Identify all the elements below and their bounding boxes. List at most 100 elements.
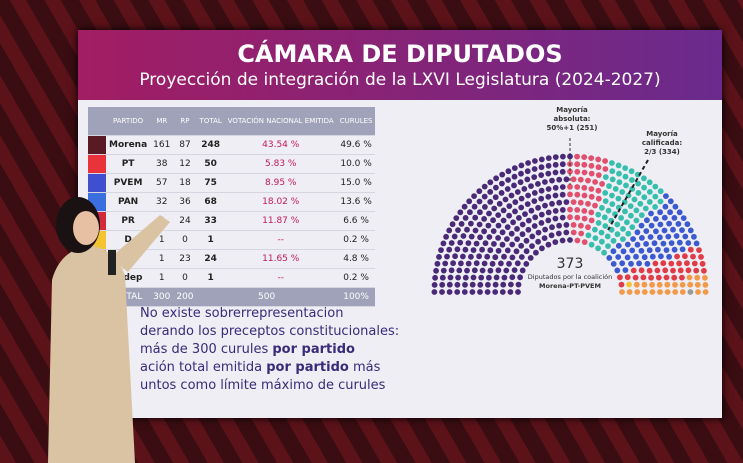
seat [633,281,640,288]
cell: 49.6 % [336,135,376,155]
seat [513,248,520,255]
seat [595,164,602,171]
seat [646,199,653,205]
seat [639,235,645,241]
seat [495,267,502,274]
seat [615,254,622,260]
seat [570,222,577,228]
seat [641,184,647,191]
seat [468,220,474,227]
seat [471,203,478,210]
seat [641,289,648,295]
seat [519,221,526,228]
seat [446,246,453,253]
seat [525,160,531,166]
seat [454,289,461,295]
seat [504,247,511,254]
cell: 161 [150,135,174,155]
seat [552,239,559,246]
seat [508,281,514,288]
seat [559,184,566,190]
cell: 0 [173,268,197,288]
seat [602,174,609,181]
seat [682,233,689,240]
subtitle: Proyección de integración de la LXVI Leg… [139,70,661,90]
seat [588,241,595,248]
seat [622,208,628,215]
seat [552,154,559,160]
seat [622,173,629,180]
seat [535,204,541,211]
seat [500,207,507,214]
seat [481,228,487,235]
seat [486,234,493,240]
seat [676,209,683,216]
seat [619,189,626,195]
seat [629,247,636,254]
seat [525,192,531,199]
label: Mayoría [646,130,678,138]
seat [514,226,520,232]
seat [472,214,479,221]
seat [522,211,528,218]
seat [514,189,521,195]
seat [664,281,671,288]
seat [618,281,625,288]
seat [542,226,548,233]
seat [574,237,581,244]
seat [646,189,653,195]
seat [679,274,685,281]
cell: 18 [173,173,197,193]
seat [672,281,678,288]
seat [559,161,566,168]
seat [641,194,648,201]
seat [614,221,621,228]
seat [512,199,519,206]
seat [693,267,700,274]
seat [616,170,622,177]
seat [505,168,512,175]
seat [602,223,609,229]
seat [570,229,577,236]
seat [486,274,492,281]
seat [638,247,645,254]
seat [470,274,477,281]
seat [511,173,518,180]
seat [662,203,669,210]
cell: 1 [196,230,225,250]
seat [521,186,528,192]
seat [685,240,692,246]
seat [443,233,449,240]
cell: 18.02 % [224,192,337,212]
seat [484,289,491,295]
seat [649,281,655,288]
header-cell: PARTIDO [106,107,151,136]
seat [630,236,636,242]
seat [646,247,653,254]
seat [606,255,613,261]
seat [500,217,507,224]
seat [694,281,701,288]
note-text: ación total emitida [140,360,267,375]
seat [687,227,694,234]
seat [671,246,678,253]
seat [631,196,638,203]
seat [517,274,523,281]
seat [628,260,634,267]
seat [615,195,622,202]
seat [620,226,626,232]
seat [501,274,508,281]
seat [588,186,595,192]
hemicycle: Mayoría absoluta: 50%+1 (251) Mayoría ca… [431,106,709,295]
row: PAN 32 36 68 18.02 % 13.6 % [88,192,376,212]
seat [490,217,496,224]
seat [595,211,602,218]
seat [504,186,511,192]
seat [620,248,627,255]
seat [599,238,605,245]
cell: 15.0 % [336,173,376,193]
seat [691,260,698,267]
seat [506,260,512,267]
header-cell [88,107,106,136]
seat [668,260,675,267]
